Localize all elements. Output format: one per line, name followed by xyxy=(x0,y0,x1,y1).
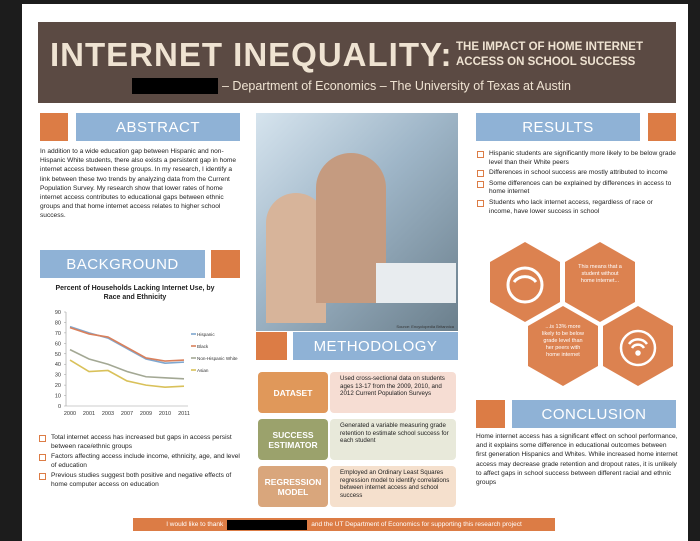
y-tick-label: 0 xyxy=(58,404,61,410)
y-tick-label: 10 xyxy=(55,394,61,400)
infographic xyxy=(476,238,680,388)
background-bullets: Total internet access has increased but … xyxy=(38,434,243,492)
y-tick-label: 50 xyxy=(55,352,61,358)
bullet: Students who lack internet access, regar… xyxy=(476,199,676,216)
step-text: Used cross-sectional data on students ag… xyxy=(330,372,456,413)
conclusion-text: Home internet access has a significant e… xyxy=(476,432,678,487)
accent-square xyxy=(476,400,505,428)
y-tick-label: 70 xyxy=(55,331,61,337)
y-tick-label: 20 xyxy=(55,383,61,389)
conclusion-heading: CONCLUSION xyxy=(512,400,676,428)
methodology-heading: METHODOLOGY xyxy=(293,332,458,360)
page: INTERNET INEQUALITY: THE IMPACT OF HOME … xyxy=(0,0,700,541)
legend-label: Hispanic xyxy=(197,332,215,337)
redaction xyxy=(227,520,307,530)
legend-label: Black xyxy=(197,344,209,349)
bullet: Hispanic students are significantly more… xyxy=(476,150,676,167)
series-line xyxy=(70,328,184,361)
y-tick-label: 60 xyxy=(55,341,61,347)
title: INTERNET INEQUALITY: xyxy=(50,36,453,74)
redaction xyxy=(132,78,218,94)
accent-square xyxy=(211,250,240,278)
photo-caption: Source: Encyclopedia Britannica xyxy=(396,324,454,329)
chart: 0 10 20 30 40 50 60 70 80 90 2000 2001 2003 2007 2009 2… xyxy=(38,306,250,430)
accent-square xyxy=(40,113,68,141)
x-tick-label: 2003 xyxy=(102,411,114,417)
footer-text: and the UT Department of Economics for s… xyxy=(311,521,522,528)
y-tick-label: 90 xyxy=(55,310,61,316)
header: INTERNET INEQUALITY: THE IMPACT OF HOME … xyxy=(38,22,676,103)
footer-text: I would like to thank xyxy=(166,521,223,528)
step-label: SUCCESS ESTIMATOR xyxy=(258,419,328,460)
series-line xyxy=(70,350,184,379)
y-tick-label: 30 xyxy=(55,373,61,379)
photo: Source: Encyclopedia Britannica xyxy=(256,113,458,331)
poster: INTERNET INEQUALITY: THE IMPACT OF HOME … xyxy=(22,4,688,541)
results-heading: RESULTS xyxy=(476,113,640,141)
abstract-text: In addition to a wide education gap betw… xyxy=(40,147,240,221)
infographic-text: This means that a student without home i… xyxy=(577,264,623,285)
x-tick-label: 2001 xyxy=(83,411,95,417)
x-tick-label: 2009 xyxy=(140,411,152,417)
step-text: Generated a variable measuring grade ret… xyxy=(330,419,456,460)
infographic-text: ...is 13% more likely to be below grade … xyxy=(539,324,587,359)
photo-keyboard xyxy=(376,263,456,303)
y-tick-label: 40 xyxy=(55,362,61,368)
x-tick-label: 2007 xyxy=(121,411,133,417)
hexagon xyxy=(490,242,560,322)
affiliation: – Department of Economics – The Universi… xyxy=(222,79,571,93)
background-heading: BACKGROUND xyxy=(40,250,205,278)
accent-square xyxy=(256,332,287,360)
bullet: Previous studies suggest both positive a… xyxy=(38,472,243,489)
legend-label: Non-Hispanic White xyxy=(197,356,238,361)
step-text: Employed an Ordinary Least Squares regre… xyxy=(330,466,456,507)
series-line xyxy=(70,360,184,387)
x-tick-label: 2000 xyxy=(64,411,76,417)
legend-label: Asian xyxy=(197,368,209,373)
abstract-heading: ABSTRACT xyxy=(76,113,240,141)
step-label: REGRESSION MODEL xyxy=(258,466,328,507)
y-tick-label: 80 xyxy=(55,320,61,326)
x-tick-label: 2011 xyxy=(178,411,190,417)
results-bullets: Hispanic students are significantly more… xyxy=(476,150,676,218)
bullet: Factors affecting access include income,… xyxy=(38,453,243,470)
x-tick-label: 2010 xyxy=(159,411,171,417)
chart-title: Percent of Households Lacking Internet U… xyxy=(50,284,220,302)
subtitle: THE IMPACT OF HOME INTERNET ACCESS ON SC… xyxy=(456,40,671,70)
bullet: Differences in school success are mostly… xyxy=(476,169,676,178)
hexagon xyxy=(603,306,673,386)
accent-square xyxy=(648,113,676,141)
bullet: Some differences can be explained by dif… xyxy=(476,180,676,197)
step-label: DATASET xyxy=(258,372,328,413)
footer: I would like to thank and the UT Departm… xyxy=(133,518,555,531)
bullet: Total internet access has increased but … xyxy=(38,434,243,451)
